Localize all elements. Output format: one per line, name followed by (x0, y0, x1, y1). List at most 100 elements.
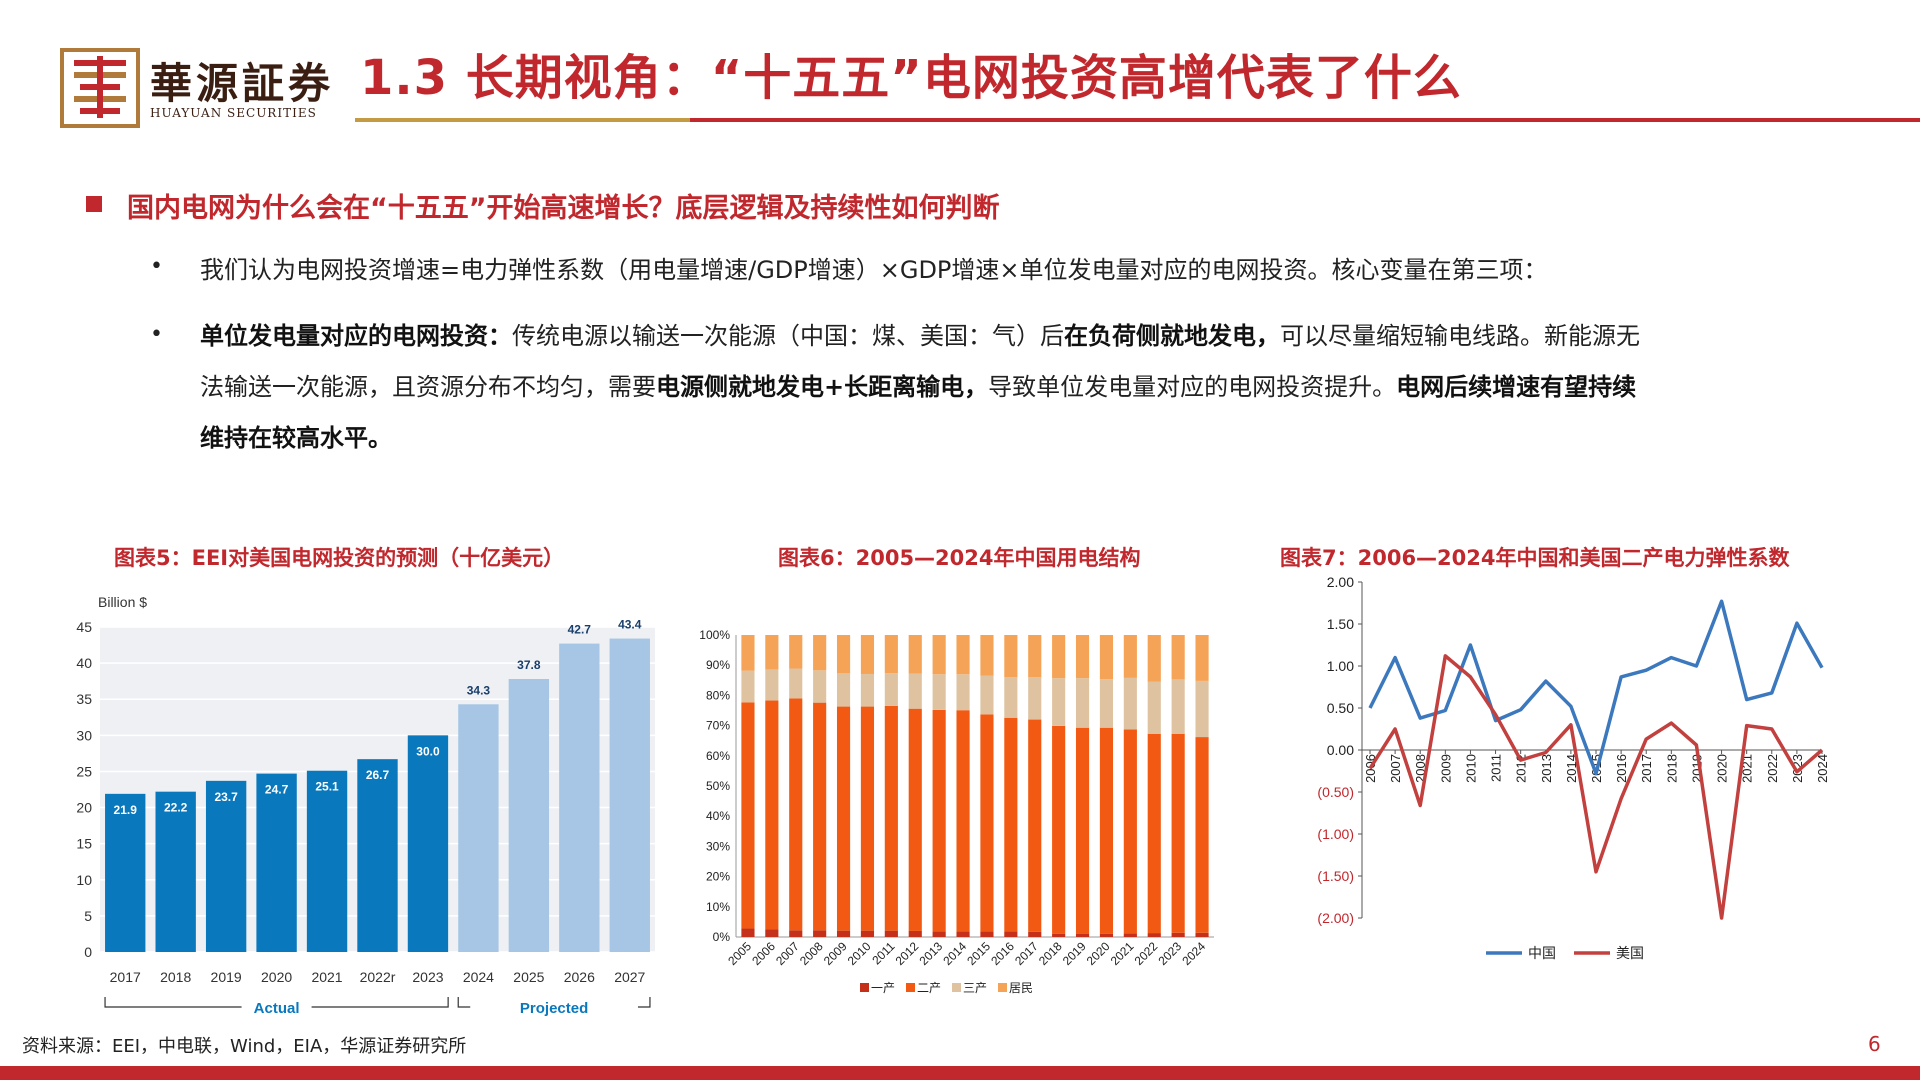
x-tick-label: 2014 (1564, 754, 1579, 783)
stacked-bar-segment (908, 635, 922, 674)
y-unit-label: Billion $ (98, 594, 147, 610)
y-tick-label: 0.00 (1327, 742, 1354, 758)
stacked-bar-segment (1147, 733, 1161, 934)
stacked-bar-segment (956, 674, 970, 711)
y-tick-label: 5 (84, 908, 92, 924)
logo-subtitle: HUAYUAN SECURITIES (150, 106, 317, 120)
y-tick-label: 35 (76, 691, 92, 707)
bar (609, 638, 650, 952)
stacked-bar-segment (741, 928, 755, 937)
stacked-bar-segment (1147, 933, 1161, 937)
figure-5-title: 图表5：EEI对美国电网投资的预测（十亿美元） (114, 546, 565, 570)
y-tick-label: 20% (706, 870, 730, 884)
y-tick-label: (0.50) (1317, 784, 1354, 800)
y-tick-label: 20 (76, 800, 92, 816)
stacked-bar-segment (860, 706, 875, 931)
y-tick-label: 0.50 (1327, 700, 1354, 716)
y-tick-label: 10 (76, 872, 92, 888)
stacked-bar-segment (1171, 932, 1185, 937)
bullet-dot-icon: • (150, 254, 163, 279)
stacked-bar-segment (1004, 931, 1018, 937)
x-tick-label: 2015 (964, 939, 993, 968)
stacked-bar-segment (1123, 729, 1137, 934)
stacked-bar-segment (1075, 635, 1090, 679)
stacked-bar-segment (1004, 717, 1018, 932)
legend-swatch (998, 983, 1007, 992)
stacked-bar-segment (860, 635, 875, 674)
x-tick-label: 2027 (614, 969, 645, 985)
stacked-bar-segment (1123, 933, 1137, 937)
x-tick-label: 2014 (940, 939, 969, 968)
bar (306, 770, 348, 952)
x-tick-label: 2023 (1790, 754, 1805, 783)
bar (155, 791, 196, 952)
header-divider-red (690, 118, 1920, 122)
x-tick-label: 2010 (1463, 754, 1478, 783)
x-tick-label: 2020 (261, 969, 292, 985)
bar (357, 759, 398, 952)
actual-bracket (104, 997, 449, 1008)
x-tick-label: 2016 (1614, 754, 1629, 783)
stacked-bar-segment (813, 930, 827, 937)
stacked-bar-segment (836, 930, 851, 937)
stacked-bar-segment (1052, 635, 1066, 679)
bar-value-label: 21.9 (114, 803, 138, 817)
y-tick-label: 0 (84, 944, 92, 960)
stacked-bar-segment (1099, 679, 1114, 728)
x-tick-label: 2011 (869, 939, 897, 967)
x-tick-label: 2026 (564, 969, 595, 985)
x-tick-label: 2022 (1132, 939, 1161, 968)
y-tick-label: 60% (706, 749, 730, 763)
legend-swatch (952, 983, 961, 992)
bar-value-label: 23.7 (214, 790, 238, 804)
stacked-bar-segment (1028, 677, 1042, 720)
x-tick-label: 2022 (1765, 754, 1780, 783)
stacked-bar-segment (741, 635, 755, 671)
y-tick-label: 45 (76, 619, 92, 635)
stacked-bar-segment (1195, 635, 1209, 681)
stacked-bar-segment (1028, 719, 1042, 932)
bar (256, 773, 297, 952)
chart-elasticity-coefficient: 2.00 1.50 1.00 0.50 0.00 (0.50) (1.00) (1.50) (2… (1317, 574, 1830, 961)
bar-value-label: 43.4 (618, 618, 642, 632)
x-tick-label: 2020 (1715, 754, 1730, 783)
actual-label: Actual (254, 1000, 300, 1017)
section-heading: 国内电网为什么会在“十五五”开始高速增长？底层逻辑及持续性如何判断 (127, 193, 1000, 224)
y-tick-label: 15 (76, 836, 92, 852)
stacked-bar-segment (956, 635, 970, 675)
stacked-bar-segment (884, 635, 898, 674)
footer-bar (0, 1066, 1920, 1080)
stacked-bar-segment (1195, 932, 1209, 937)
x-tick-label: 2012 (893, 939, 922, 968)
stacked-bar-segment (1028, 635, 1042, 678)
y-tick-label: 90% (706, 658, 730, 672)
bullet-2-bold-3: 电源侧就地发电+长距离输电， (656, 373, 989, 401)
company-logo (60, 48, 340, 128)
y-tick-label: 0% (713, 930, 731, 944)
stacked-bar-segment (836, 673, 851, 707)
figure-6-title: 图表6：2005—2024年中国用电结构 (778, 546, 1141, 570)
legend-label: 三产 (963, 981, 987, 995)
y-tick-label: (1.50) (1317, 868, 1354, 884)
x-tick-label: 2025 (513, 969, 544, 985)
stacked-bar-segment (956, 931, 970, 937)
stacked-bar-segment (932, 635, 946, 675)
stacked-bar-segment (980, 931, 994, 937)
stacked-bar-segment (980, 714, 994, 932)
stacked-bar-segment (1052, 933, 1066, 937)
x-tick-label: 2008 (797, 939, 826, 968)
x-tick-label: 2010 (845, 939, 874, 968)
stacked-bar-segment (1075, 678, 1090, 728)
bar-value-label: 42.7 (568, 623, 592, 637)
stacked-bar-segment (1052, 725, 1066, 934)
bar-value-label: 24.7 (265, 783, 289, 797)
x-tick-label: 2018 (1036, 939, 1065, 968)
bullet-2-bold-2: 在负荷侧就地发电， (1064, 322, 1280, 350)
stacked-bar-segment (1171, 733, 1185, 933)
stacked-bar-segment (1147, 635, 1161, 682)
legend-label: 居民 (1009, 981, 1033, 995)
stacked-bar-segment (1195, 680, 1209, 738)
stacked-bar-segment (908, 708, 922, 931)
y-tick-label: (2.00) (1317, 910, 1354, 926)
stacked-bar-segment (789, 635, 803, 669)
